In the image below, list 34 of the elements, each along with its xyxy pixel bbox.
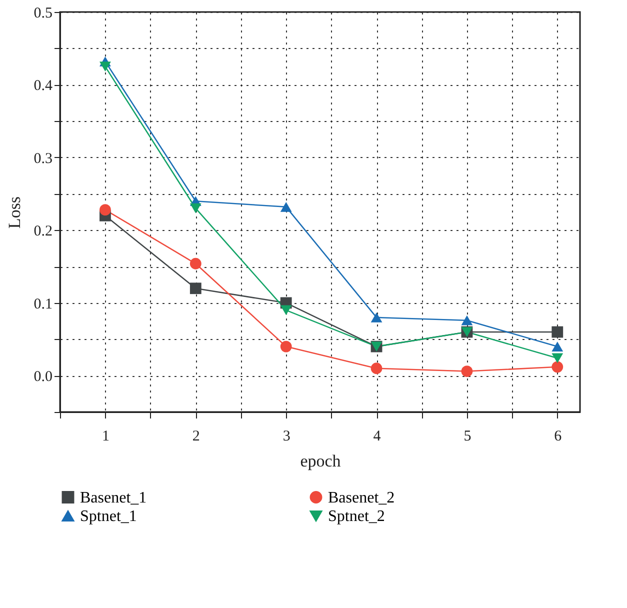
y-tick-label: 0.1: [34, 296, 52, 312]
point: [552, 342, 564, 352]
point: [461, 366, 473, 377]
legend-label: Sptnet_1: [80, 508, 137, 525]
point: [552, 326, 564, 338]
point: [190, 203, 202, 214]
point: [280, 202, 292, 212]
x-tick-label: 4: [373, 428, 382, 444]
y-tick-label: 0.2: [34, 224, 52, 240]
point: [370, 312, 382, 322]
point: [190, 282, 202, 294]
y-axis-title: Loss: [4, 196, 24, 229]
y-tick-label: 0.0: [34, 369, 52, 386]
legend-label: Basenet_2: [328, 489, 395, 506]
legend-label: Sptnet_2: [328, 508, 385, 525]
x-tick-label: 6: [554, 428, 562, 444]
y-tick-label: 0.4: [34, 78, 53, 94]
point: [100, 62, 111, 72]
point: [552, 361, 564, 373]
x-tick-label: 5: [464, 428, 472, 444]
point: [100, 204, 111, 216]
point: [190, 258, 202, 270]
x-axis-title: epoch: [300, 452, 342, 470]
x-tick-label: 3: [282, 428, 290, 444]
y-tick-label: 0.5: [34, 6, 52, 22]
y-tick-label: 0.3: [34, 150, 52, 167]
legend-label: Basenet_1: [80, 489, 147, 506]
x-tick-label: 1: [102, 428, 110, 444]
point: [552, 353, 564, 364]
point: [461, 315, 473, 326]
point: [370, 362, 382, 374]
x-tick-label: 2: [192, 428, 200, 444]
point: [280, 340, 292, 352]
point: [280, 305, 292, 316]
